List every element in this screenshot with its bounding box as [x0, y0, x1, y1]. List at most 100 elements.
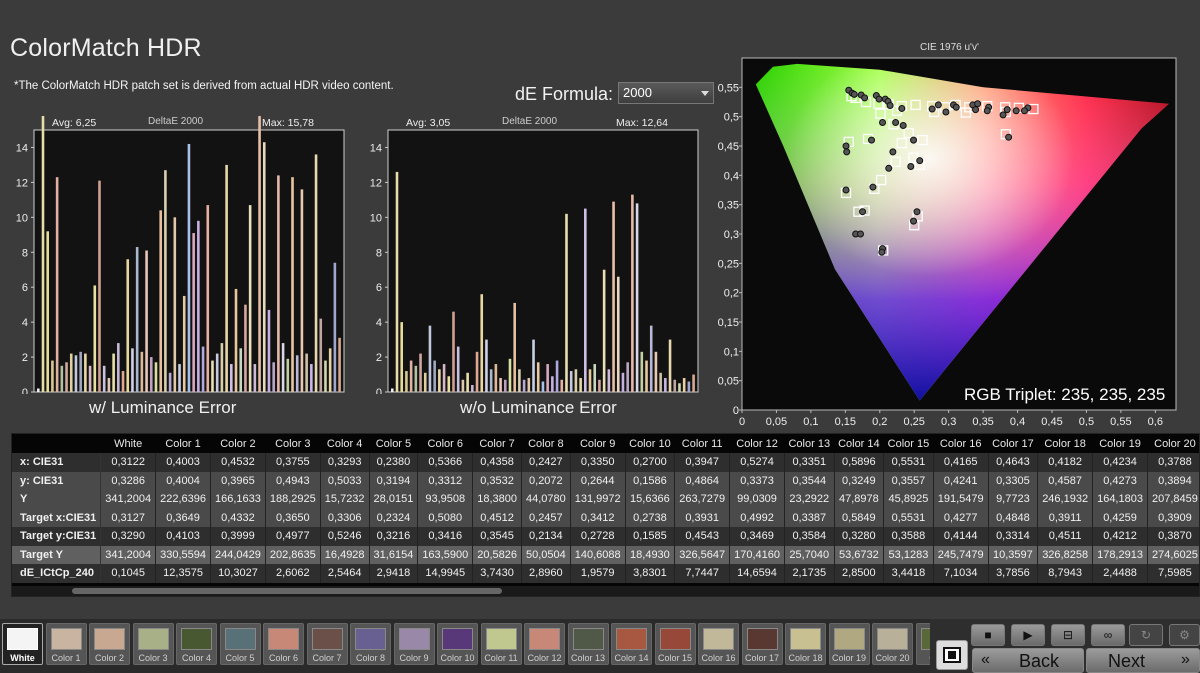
- table-cell: 14,6594: [729, 564, 785, 583]
- column-header: Color 19: [1099, 437, 1141, 450]
- chart1-bar: [192, 233, 195, 392]
- table-cell: 0,3870: [1147, 527, 1199, 546]
- table-cell: 0,4182: [1037, 453, 1094, 472]
- patch-strip: White Color 1 Color 2 Color 3 Color 4 Color 5…: [0, 619, 957, 673]
- cie-ytick-label: 0: [733, 405, 739, 417]
- table-cell: 3,8301: [625, 564, 676, 583]
- patch-color-12[interactable]: Color 12: [524, 623, 565, 665]
- table-cell: 191,5479: [933, 490, 989, 509]
- patch-color-9[interactable]: Color 9: [393, 623, 435, 665]
- chart2-bar: [494, 364, 498, 392]
- table-row: Target Y 341,2004 330,5594 244,0429 202,8635…: [12, 545, 1199, 564]
- chart2-bar: [579, 378, 582, 392]
- patch-color-20[interactable]: Color 20: [872, 623, 913, 665]
- measured-point: [952, 103, 960, 111]
- table-cell: 0,4212: [1092, 527, 1148, 546]
- row-label: Target x:CIE31: [12, 508, 102, 527]
- measured-point: [928, 105, 936, 113]
- table-cell: 0,4977: [265, 527, 321, 546]
- patch-color-14[interactable]: Color 14: [611, 623, 652, 665]
- patch-color-18[interactable]: Color 18: [785, 623, 826, 665]
- patch-white[interactable]: White: [2, 623, 43, 665]
- de-formula-label: dE Formula:: [515, 84, 614, 104]
- column-header: Color 1: [165, 437, 201, 450]
- patch-color-10[interactable]: Color 10: [437, 623, 478, 665]
- chart1-ytick-label: 4: [22, 317, 28, 329]
- chart2-bar: [692, 374, 695, 392]
- table-horizontal-scrollbar[interactable]: [12, 586, 1199, 596]
- patch-color-3[interactable]: Color 3: [132, 623, 174, 665]
- table-cell: 0,4543: [674, 527, 731, 546]
- table-cell: 0,2427: [521, 453, 571, 472]
- chart2-bar: [574, 369, 578, 392]
- table-cell: 202,8635: [265, 545, 321, 564]
- patch-color-5[interactable]: Color 5: [219, 623, 261, 665]
- loop-icon: ∞: [1103, 628, 1113, 642]
- table-cell: 0,3469: [729, 527, 785, 546]
- table-cell: 0,5849: [834, 508, 885, 527]
- cie-1976-chart: CIE 1976 u'v' 0 0,05 0,1 0,15 0,2 0,25 0,3 0,35 0…: [716, 38, 1200, 426]
- gear-icon: ⚙: [1179, 628, 1190, 642]
- settings-button[interactable]: ⚙: [1169, 624, 1200, 646]
- next-button[interactable]: Next »: [1086, 648, 1200, 673]
- hold-button[interactable]: ⊟: [1051, 624, 1085, 646]
- measured-point: [892, 119, 900, 127]
- chart1-title: DeltaE 2000: [148, 116, 203, 127]
- next-arrow-icon: »: [1181, 651, 1190, 668]
- table-cell: 166,1633: [210, 490, 266, 509]
- patch-color-11[interactable]: Color 11: [480, 623, 522, 665]
- patch-label: Color 1: [51, 653, 81, 663]
- table-cell: 0,3305: [988, 471, 1039, 490]
- patch-color-8[interactable]: Color 8: [350, 623, 391, 665]
- table-cell: 0,3909: [1147, 508, 1199, 527]
- table-cell: 341,2004: [100, 490, 157, 509]
- row-label: Target Y: [12, 545, 102, 564]
- patch-color-19[interactable]: Color 19: [828, 623, 870, 665]
- measured-point: [916, 157, 924, 165]
- chart2-bar: [626, 362, 629, 392]
- table-cell: 0,4358: [472, 453, 522, 472]
- target-marker: [875, 108, 886, 119]
- table-cell: 0,3965: [210, 471, 266, 490]
- patch-color-4[interactable]: Color 4: [176, 623, 217, 665]
- table-cell: 0,3911: [1037, 508, 1094, 527]
- chart2-ytick-label: 6: [376, 282, 382, 294]
- back-button[interactable]: « Back: [972, 648, 1084, 673]
- table-cell: 341,2004: [100, 545, 157, 564]
- patch-color-17[interactable]: Color 17: [741, 623, 783, 665]
- chart1-bar: [65, 362, 68, 392]
- table-row: Y 341,2004 222,6396 166,1633 188,2925 15,7232…: [12, 490, 1199, 509]
- scrollbar-thumb[interactable]: [72, 588, 502, 594]
- chart1-bar: [37, 388, 40, 392]
- chart1-bar: [140, 351, 144, 392]
- patch-color-1[interactable]: Color 1: [45, 623, 87, 665]
- stop-measurement-button[interactable]: [936, 640, 968, 670]
- table-cell: 0,3194: [369, 471, 419, 490]
- patch-color-6[interactable]: Color 6: [263, 623, 304, 665]
- play-button[interactable]: ▶: [1011, 624, 1045, 646]
- stop-button[interactable]: ■: [971, 624, 1005, 646]
- loop-button[interactable]: ∞: [1091, 624, 1125, 646]
- target-marker: [960, 107, 972, 118]
- table-cell: 326,8258: [1037, 545, 1094, 564]
- table-cell: 0,4848: [988, 508, 1039, 527]
- table-cell: 7,7447: [674, 564, 731, 583]
- patch-color-13[interactable]: Color 13: [567, 623, 609, 665]
- patch-color-7[interactable]: Color 7: [306, 623, 348, 665]
- chart1-bar: [286, 358, 290, 392]
- chart2-bar: [485, 339, 488, 392]
- patch-color-2[interactable]: Color 2: [89, 623, 130, 665]
- column-header: Color 3: [275, 437, 311, 450]
- table-cell: 0,4943: [265, 471, 321, 490]
- patch-swatch: [485, 628, 517, 650]
- table-cell: 10,3597: [988, 545, 1039, 564]
- patch-color-15[interactable]: Color 15: [654, 623, 696, 665]
- refresh-button[interactable]: ↻: [1129, 624, 1163, 646]
- chart2-bar: [645, 360, 648, 392]
- de-formula-select[interactable]: 2000: [618, 82, 714, 104]
- patch-color-16[interactable]: Color 16: [698, 623, 739, 665]
- chart2-ytick-label: 10: [370, 212, 382, 224]
- table-cell: 0,1586: [625, 471, 676, 490]
- chart2-bar: [631, 194, 634, 392]
- table-cell: 0,3280: [834, 527, 885, 546]
